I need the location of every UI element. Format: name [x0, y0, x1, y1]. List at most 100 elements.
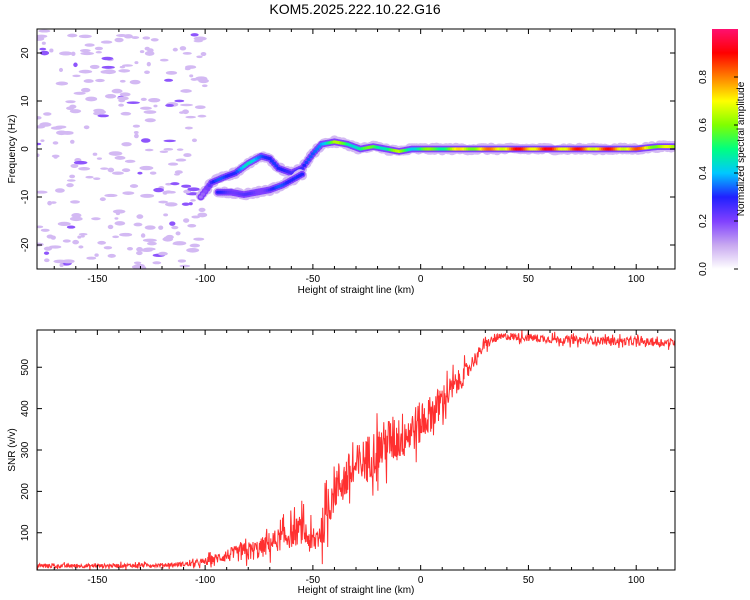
noise-blob — [131, 36, 140, 39]
noise-blob — [83, 79, 94, 83]
noise-blob — [143, 110, 157, 114]
noise-blob — [153, 187, 164, 193]
noise-blob — [179, 264, 191, 268]
noise-blob — [197, 212, 208, 218]
noise-blob — [44, 258, 50, 263]
spectrogram-x-tick-label: 0 — [418, 274, 424, 285]
noise-blob — [101, 56, 114, 61]
noise-blob — [107, 253, 116, 258]
noise-blob — [190, 77, 198, 81]
noise-blob — [95, 109, 107, 115]
noise-blob — [186, 247, 200, 253]
noise-blob — [119, 92, 131, 97]
noise-blob — [118, 103, 124, 107]
noise-blob — [184, 126, 193, 130]
noise-blob — [144, 118, 156, 123]
noise-blob — [144, 70, 150, 74]
noise-blob — [124, 159, 136, 163]
noise-blob — [104, 193, 118, 198]
noise-blob — [201, 84, 208, 88]
noise-blob — [165, 202, 178, 207]
noise-blob — [163, 236, 169, 241]
snr-y-tick-label: 400 — [20, 400, 31, 417]
noise-blob — [102, 69, 116, 75]
noise-blob — [198, 207, 206, 212]
noise-blob — [182, 51, 192, 55]
noise-blob — [139, 50, 145, 54]
noise-blob — [97, 114, 110, 118]
noise-blob — [172, 47, 178, 52]
noise-blob — [91, 217, 101, 221]
noise-blob — [159, 58, 169, 62]
noise-blob — [133, 222, 143, 227]
noise-blob — [37, 153, 40, 158]
noise-blob — [146, 61, 151, 67]
noise-blob — [40, 228, 50, 232]
noise-blob — [134, 133, 139, 139]
noise-blob — [177, 259, 187, 263]
noise-blob — [69, 216, 83, 222]
spectrogram-y-tick-label: 20 — [20, 47, 31, 59]
noise-blob — [37, 34, 48, 38]
noise-blob — [180, 103, 193, 107]
noise-blob — [84, 43, 95, 47]
noise-blob — [39, 47, 47, 51]
noise-blob — [58, 67, 64, 73]
colorbar-gradient — [712, 29, 738, 269]
noise-blob — [55, 81, 69, 86]
noise-blob — [194, 105, 206, 109]
snr-x-tick-label: 50 — [523, 575, 535, 586]
noise-blob — [86, 256, 97, 260]
ridge-core — [302, 163, 307, 167]
noise-blob — [133, 261, 142, 265]
noise-blob — [83, 125, 90, 130]
noise-blob — [142, 36, 151, 40]
noise-blob — [119, 232, 133, 237]
noise-blob — [77, 235, 82, 239]
noise-blob — [112, 209, 126, 214]
noise-blob — [37, 242, 44, 247]
snr-y-tick-label: 500 — [20, 358, 31, 375]
noise-blob — [123, 34, 133, 39]
noise-blob — [103, 246, 113, 250]
noise-blob — [121, 142, 132, 147]
noise-blob — [100, 40, 113, 44]
noise-blob — [37, 225, 44, 229]
noise-blob — [55, 125, 67, 129]
noise-blob — [122, 191, 135, 195]
noise-blob — [85, 175, 94, 179]
noise-blob — [139, 165, 154, 171]
noise-blob — [71, 213, 82, 218]
noise-blob — [182, 109, 189, 115]
noise-blob — [200, 52, 207, 57]
snr-x-ticks: -150 -100 -50 0 50 100 — [53, 330, 659, 586]
spectrogram-x-tick-label: 100 — [628, 274, 645, 285]
noise-blob — [80, 234, 85, 238]
spectrogram-x-tick-label: 50 — [523, 274, 535, 285]
colorbar-ticks: 0.0 0.2 0.4 0.6 0.8 — [698, 70, 738, 276]
noise-blob — [94, 46, 104, 51]
noise-blob — [69, 174, 76, 179]
snr-x-label: Height of straight line (km) — [298, 585, 415, 596]
noise-blob — [81, 87, 91, 93]
noise-blob — [164, 190, 173, 194]
noise-blob — [78, 69, 93, 74]
spectrogram-y-label: Frequency (Hz) — [7, 115, 18, 184]
noise-blob — [66, 179, 76, 182]
noise-blob — [183, 153, 192, 158]
noise-blob — [53, 259, 67, 264]
ridge-core — [315, 147, 320, 151]
snr-y-ticks: 100 200 300 400 500 — [20, 358, 675, 541]
noise-blob — [152, 261, 162, 265]
noise-blob — [59, 51, 73, 56]
noise-blob — [112, 235, 120, 239]
noise-blob — [50, 201, 57, 204]
colorbar-tick-label: 0.0 — [698, 262, 709, 276]
noise-blob — [89, 64, 100, 69]
colorbar-tick-label: 0.4 — [698, 166, 709, 180]
noise-blob — [37, 116, 42, 120]
noise-blob — [159, 150, 169, 154]
snr-x-tick-label: -50 — [306, 575, 321, 586]
noise-blob — [66, 183, 74, 188]
